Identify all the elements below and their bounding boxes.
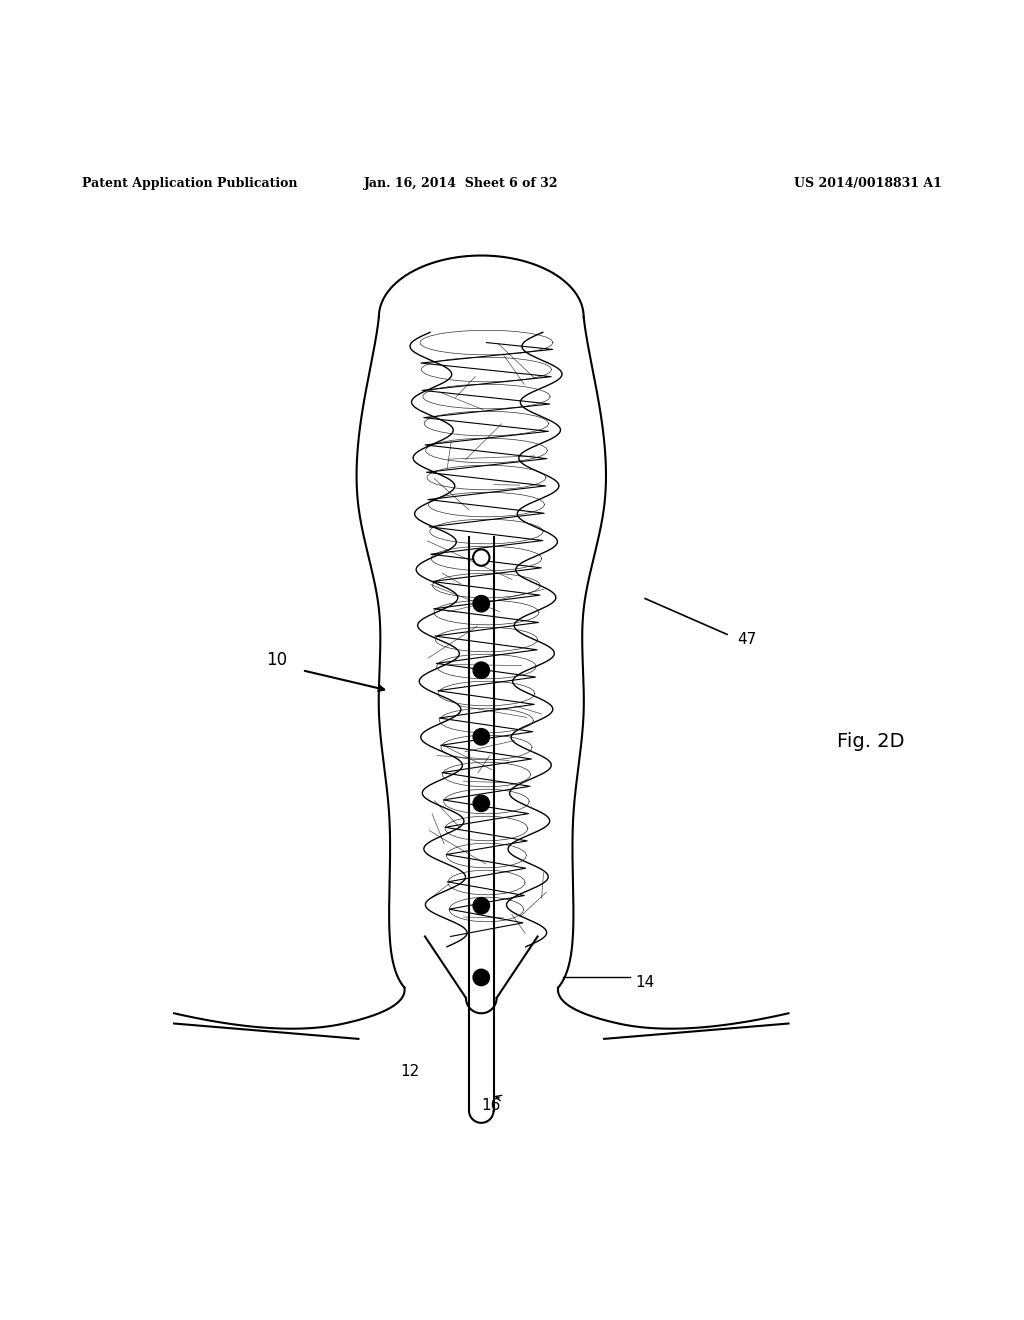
Circle shape	[473, 663, 489, 678]
Text: Fig. 2D: Fig. 2D	[837, 733, 904, 751]
Circle shape	[473, 898, 489, 913]
Text: 10: 10	[266, 651, 287, 669]
Circle shape	[473, 969, 489, 986]
Text: 14: 14	[635, 975, 654, 990]
Circle shape	[473, 549, 489, 566]
Text: 16: 16	[481, 1098, 501, 1113]
Text: 12: 12	[400, 1064, 419, 1080]
Text: Jan. 16, 2014  Sheet 6 of 32: Jan. 16, 2014 Sheet 6 of 32	[364, 177, 558, 190]
Circle shape	[473, 795, 489, 812]
Circle shape	[473, 595, 489, 612]
Text: Patent Application Publication: Patent Application Publication	[82, 177, 297, 190]
Text: US 2014/0018831 A1: US 2014/0018831 A1	[795, 177, 942, 190]
Circle shape	[473, 729, 489, 744]
Text: 47: 47	[737, 632, 757, 647]
